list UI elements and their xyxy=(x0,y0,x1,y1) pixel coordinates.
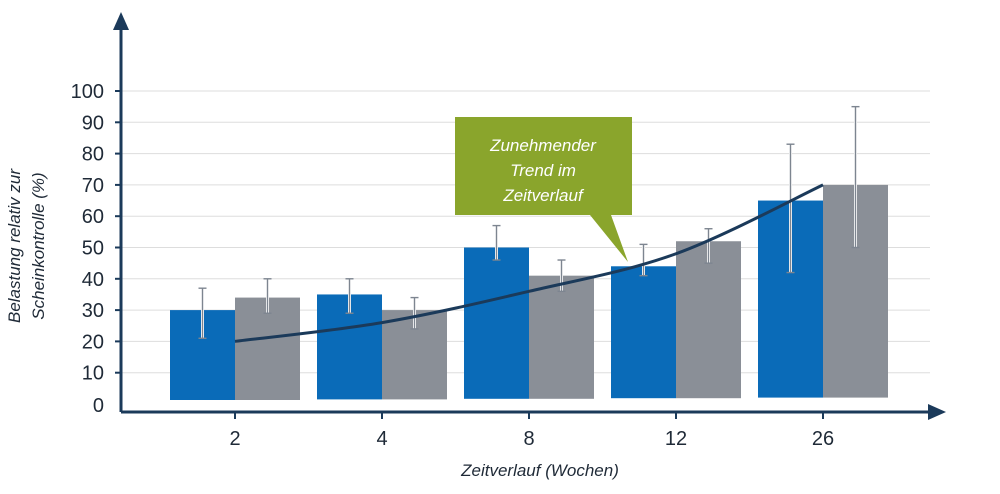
y-tick-label: 20 xyxy=(82,331,104,353)
bar xyxy=(676,241,741,399)
bar xyxy=(529,275,594,399)
y-tick-label: 50 xyxy=(82,238,104,260)
y-tick-label: 70 xyxy=(82,175,104,197)
annotation-box xyxy=(455,117,632,262)
x-axis-arrow xyxy=(928,404,946,420)
annotation-line-2: Trend im xyxy=(510,161,576,180)
y-axis-arrow xyxy=(113,12,129,30)
x-axis-title: Zeitverlauf (Wochen) xyxy=(460,461,619,480)
y-axis-title-line-1: Belastung relativ zur xyxy=(5,168,24,323)
bar xyxy=(235,297,300,400)
y-tick-label: 100 xyxy=(71,81,104,103)
y-tick-label: 40 xyxy=(82,269,104,291)
y-tick-label: 0 xyxy=(93,395,104,417)
x-tick-labels: 2 4 8 12 26 xyxy=(229,412,834,450)
y-tick-label: 30 xyxy=(82,300,104,322)
y-tick-labels: 0 10 20 30 40 50 60 70 80 90 100 xyxy=(71,81,121,417)
y-tick-label: 80 xyxy=(82,144,104,166)
error-bars xyxy=(198,105,860,339)
bar xyxy=(611,266,676,399)
x-tick-label: 4 xyxy=(376,428,387,450)
annotation-callout: Zunehmender Trend im Zeitverlauf xyxy=(455,117,632,262)
y-tick-label: 10 xyxy=(82,363,104,385)
x-tick-label: 12 xyxy=(665,428,687,450)
y-tick-label: 60 xyxy=(82,206,104,228)
y-tick-label: 90 xyxy=(82,112,104,134)
annotation-line-3: Zeitverlauf xyxy=(502,186,585,205)
x-tick-label: 8 xyxy=(523,428,534,450)
bar xyxy=(464,247,529,399)
x-tick-label: 2 xyxy=(229,428,240,450)
y-axis-title-line-2: Scheinkontrolle (%) xyxy=(29,172,48,319)
trend-line xyxy=(234,183,824,343)
annotation-line-1: Zunehmender xyxy=(489,136,597,155)
x-tick-label: 26 xyxy=(812,428,834,450)
